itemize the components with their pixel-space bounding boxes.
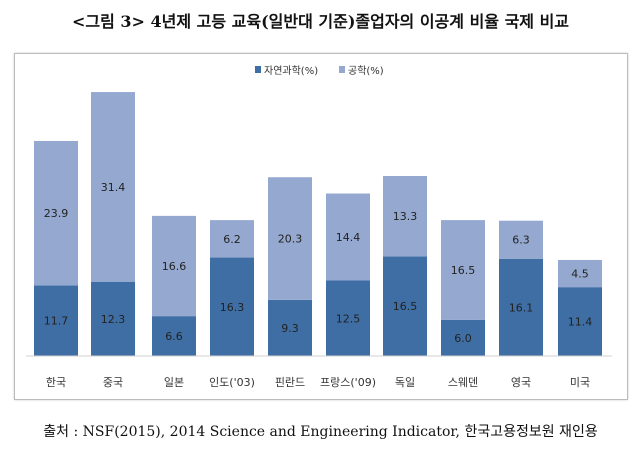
data-label: 16.6 bbox=[162, 260, 187, 273]
data-label: 6.6 bbox=[165, 330, 183, 343]
bar-engineering bbox=[558, 259, 602, 288]
data-label: 12.5 bbox=[336, 312, 361, 325]
bar-engineering bbox=[152, 215, 196, 317]
bar-engineering bbox=[268, 177, 312, 300]
legend-swatch bbox=[255, 66, 261, 73]
data-label: 13.3 bbox=[393, 210, 418, 223]
data-label: 6.2 bbox=[223, 233, 241, 246]
bar-engineering bbox=[326, 193, 370, 281]
figure-title: <그림 3> 4년제 고등 교육(일반대 기준)졸업자의 이공계 비율 국제 비… bbox=[71, 12, 570, 31]
legend-label: 공학(%) bbox=[348, 65, 384, 77]
bar-natural-science bbox=[499, 258, 543, 356]
x-tick-labels: 한국 중국 일본 인도('03) 핀란드 프랑스('09) 독일 스웨덴 영국 미국 bbox=[46, 375, 590, 389]
x-tick-label: 미국 bbox=[570, 376, 590, 389]
bar-engineering bbox=[383, 176, 427, 257]
source-note: 출처 : NSF(2015), 2014 Science and Enginee… bbox=[43, 424, 598, 440]
legend: 자연과학(%) 공학(%) bbox=[255, 65, 384, 77]
data-label: 16.5 bbox=[451, 264, 476, 277]
bar-natural-science bbox=[268, 299, 312, 356]
bar-natural-science bbox=[558, 287, 602, 356]
data-label: 9.3 bbox=[281, 322, 299, 335]
x-tick-label: 영국 bbox=[511, 376, 531, 389]
bar-natural-science bbox=[210, 257, 254, 356]
x-tick-label: 일본 bbox=[164, 375, 184, 389]
bar-natural-science bbox=[383, 256, 427, 356]
data-label: 23.9 bbox=[44, 207, 69, 220]
bar-natural-science bbox=[152, 316, 196, 356]
x-tick-label: 프랑스('09) bbox=[320, 376, 376, 389]
x-tick-label: 인도('03) bbox=[209, 376, 255, 389]
data-label: 12.3 bbox=[101, 313, 126, 326]
bar-natural-science bbox=[441, 319, 485, 356]
bars: 11.7 23.9 12.3 31.4 6.6 16.6 16.3 6.2 9.3 20.3 12.… bbox=[34, 92, 602, 356]
data-label: 11.4 bbox=[568, 316, 593, 329]
bar-natural-science bbox=[34, 285, 78, 356]
data-label: 6.0 bbox=[454, 332, 472, 345]
bar-natural-science bbox=[326, 280, 370, 356]
x-tick-label: 중국 bbox=[103, 376, 123, 389]
data-label: 20.3 bbox=[278, 233, 303, 246]
data-label: 16.3 bbox=[220, 301, 245, 314]
data-label: 16.1 bbox=[509, 301, 534, 314]
x-tick-label: 핀란드 bbox=[275, 376, 305, 389]
data-label: 31.4 bbox=[101, 181, 126, 194]
x-tick-label: 독일 bbox=[395, 375, 415, 389]
x-tick-label: 한국 bbox=[46, 376, 66, 389]
bar-engineering bbox=[441, 220, 485, 320]
bar-engineering bbox=[34, 140, 78, 286]
bar-engineering bbox=[499, 220, 543, 259]
data-label: 14.4 bbox=[336, 231, 361, 244]
bar-engineering bbox=[210, 220, 254, 258]
x-tick-label: 스웨덴 bbox=[448, 376, 478, 389]
bar-engineering bbox=[91, 92, 135, 282]
bar-natural-science bbox=[91, 281, 135, 356]
data-label: 16.5 bbox=[393, 300, 418, 313]
data-label: 4.5 bbox=[571, 268, 589, 281]
data-label: 11.7 bbox=[44, 315, 69, 328]
legend-swatch bbox=[339, 66, 345, 73]
legend-label: 자연과학(%) bbox=[264, 65, 318, 77]
data-label: 6.3 bbox=[512, 234, 530, 247]
chart-frame bbox=[14, 53, 628, 400]
